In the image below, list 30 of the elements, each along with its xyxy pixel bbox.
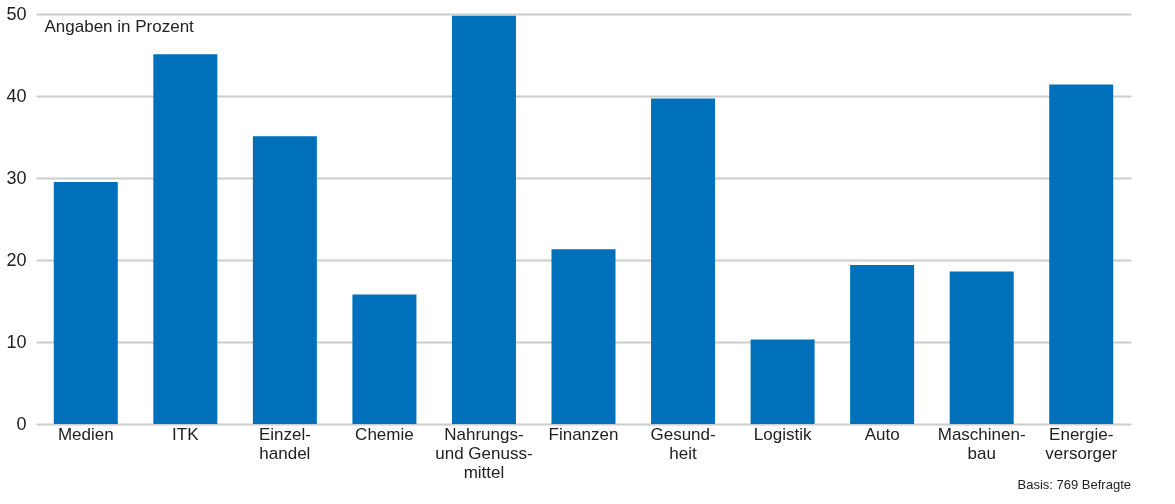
x-tick-label: Einzel- handel xyxy=(258,424,311,463)
bar xyxy=(53,182,118,424)
x-tick-label: Chemie xyxy=(355,424,414,444)
x-tick-label: Maschinen- bau xyxy=(937,424,1026,463)
bar xyxy=(153,54,218,424)
y-tick-label: 30 xyxy=(6,167,27,188)
y-tick-label: 20 xyxy=(6,249,27,270)
y-tick-label: 40 xyxy=(6,85,27,106)
bar xyxy=(949,271,1014,424)
x-tick-label: Medien xyxy=(57,424,114,444)
y-tick-label: 0 xyxy=(16,413,27,434)
bar xyxy=(651,98,716,424)
y-axis-title: Angaben in Prozent xyxy=(44,16,195,36)
text: Basis: 769 Befragte xyxy=(1017,477,1131,492)
x-tick-label: Nahrungs- und Genuss- mittel xyxy=(435,424,533,482)
bar xyxy=(551,249,616,424)
x-tick-label: Auto xyxy=(864,424,900,444)
x-tick-label: Gesund- heit xyxy=(650,424,716,463)
x-tick-label: Energie- versorger xyxy=(1045,424,1118,463)
bar xyxy=(451,15,516,424)
y-tick-label: 10 xyxy=(6,331,27,352)
bar xyxy=(352,294,417,424)
x-tick-label: Logistik xyxy=(753,424,812,444)
bar xyxy=(850,264,915,424)
y-tick-label: 50 xyxy=(6,3,27,24)
bar xyxy=(252,136,317,424)
bar xyxy=(1049,84,1114,424)
x-tick-label: ITK xyxy=(172,424,200,444)
bar xyxy=(750,339,815,424)
x-tick-label: Finanzen xyxy=(548,424,619,444)
